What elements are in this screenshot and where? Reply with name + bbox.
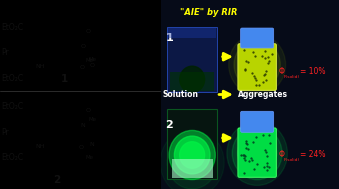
Text: 1: 1 xyxy=(61,74,68,84)
Text: EtO₂C: EtO₂C xyxy=(1,102,23,111)
FancyBboxPatch shape xyxy=(170,72,215,91)
Circle shape xyxy=(167,136,217,189)
Text: Solution: Solution xyxy=(163,90,199,99)
Text: "AIE" by RIR: "AIE" by RIR xyxy=(180,8,238,17)
Circle shape xyxy=(228,34,286,95)
FancyBboxPatch shape xyxy=(167,109,217,179)
Text: Φ: Φ xyxy=(278,150,284,160)
Text: N: N xyxy=(81,123,85,128)
FancyBboxPatch shape xyxy=(241,111,274,132)
Text: N: N xyxy=(89,142,94,147)
Text: Me: Me xyxy=(85,57,93,63)
Circle shape xyxy=(238,132,277,174)
Text: F(solid): F(solid) xyxy=(284,74,300,79)
Text: = 24%: = 24% xyxy=(300,150,325,160)
Text: O: O xyxy=(79,145,84,150)
Circle shape xyxy=(232,127,282,180)
Text: 1: 1 xyxy=(165,33,173,43)
Text: = 10%: = 10% xyxy=(300,67,325,76)
FancyBboxPatch shape xyxy=(238,128,276,177)
FancyBboxPatch shape xyxy=(172,159,213,178)
Text: Pr: Pr xyxy=(1,128,8,137)
Text: Aggregates: Aggregates xyxy=(238,90,287,99)
Text: Me: Me xyxy=(85,155,93,160)
Circle shape xyxy=(180,66,205,93)
Text: O: O xyxy=(86,29,91,34)
Text: 2: 2 xyxy=(53,175,60,184)
Text: Φ: Φ xyxy=(278,67,284,76)
FancyBboxPatch shape xyxy=(167,27,217,92)
Text: NH: NH xyxy=(35,64,45,69)
Text: EtO₂C: EtO₂C xyxy=(1,153,23,162)
Circle shape xyxy=(234,40,280,89)
Text: EtO₂C: EtO₂C xyxy=(1,74,23,83)
Circle shape xyxy=(174,136,210,174)
Circle shape xyxy=(160,129,224,189)
Circle shape xyxy=(180,142,205,168)
FancyBboxPatch shape xyxy=(241,28,274,48)
Text: 2: 2 xyxy=(165,120,173,130)
Text: F(solid): F(solid) xyxy=(284,158,300,162)
FancyBboxPatch shape xyxy=(168,28,216,38)
Text: O: O xyxy=(79,65,84,70)
Text: Me: Me xyxy=(88,117,96,122)
Circle shape xyxy=(239,46,275,84)
Text: Pr: Pr xyxy=(1,48,8,57)
Text: O: O xyxy=(90,63,95,68)
Text: O: O xyxy=(81,44,86,49)
Text: Me: Me xyxy=(88,57,96,62)
Text: EtO₂C: EtO₂C xyxy=(1,23,23,32)
Circle shape xyxy=(227,121,287,185)
Circle shape xyxy=(169,130,215,180)
FancyBboxPatch shape xyxy=(161,0,339,189)
Text: NH: NH xyxy=(35,143,45,149)
FancyBboxPatch shape xyxy=(238,44,276,90)
Text: O: O xyxy=(86,108,91,113)
